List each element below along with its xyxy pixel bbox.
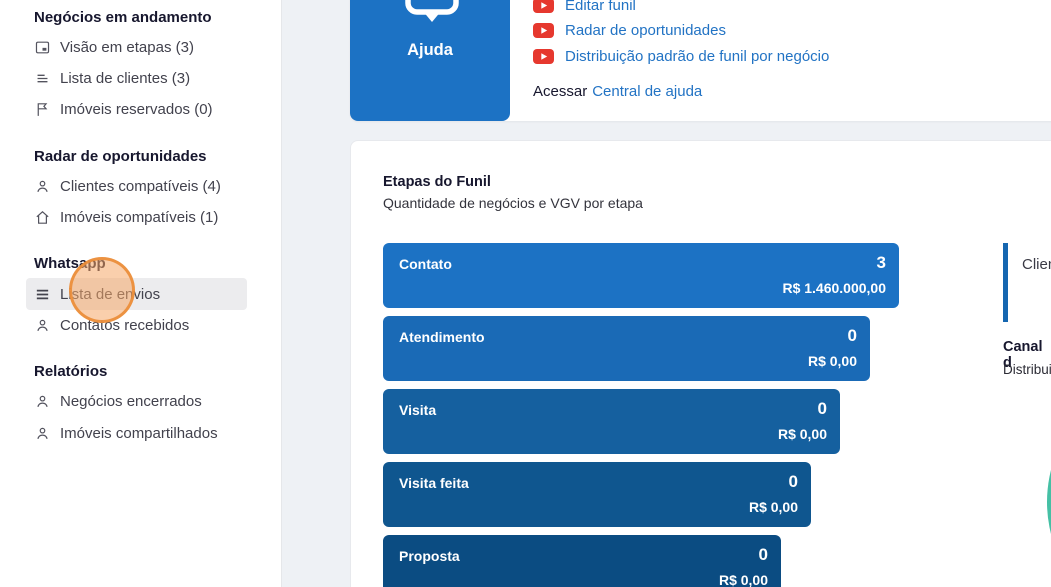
sidebar-item-label: Imóveis reservados (0) bbox=[60, 100, 213, 118]
stages-view-icon bbox=[34, 39, 51, 56]
person-icon bbox=[34, 317, 51, 334]
right-panel-section-text: Distribui bbox=[1003, 362, 1051, 377]
stage-count: 0 bbox=[758, 545, 768, 564]
youtube-icon bbox=[533, 48, 554, 64]
video-link-editar-funil[interactable]: Editar funil bbox=[533, 0, 636, 14]
sidebar: Negócios em andamento Visão em etapas (3… bbox=[0, 0, 282, 587]
sidebar-section-negocios: Negócios em andamento bbox=[34, 8, 212, 26]
right-panel-tab-clientes[interactable]: Clien bbox=[1003, 243, 1051, 322]
stage-label: Visita bbox=[399, 402, 437, 418]
funnel-title: Etapas do Funil bbox=[383, 174, 491, 190]
sidebar-item-imoveis-compartilhados[interactable]: Imóveis compartilhados bbox=[34, 422, 218, 444]
access-help-row: Acessar Central de ajuda bbox=[533, 83, 702, 100]
stage-label: Contato bbox=[399, 256, 452, 272]
central-de-ajuda-link[interactable]: Central de ajuda bbox=[592, 83, 703, 100]
sidebar-section-radar: Radar de oportunidades bbox=[34, 147, 207, 165]
sidebar-item-visao-em-etapas[interactable]: Visão em etapas (3) bbox=[34, 36, 194, 58]
sidebar-item-clientes-compativeis[interactable]: Clientes compatíveis (4) bbox=[34, 175, 221, 197]
sidebar-item-imoveis-reservados[interactable]: Imóveis reservados (0) bbox=[34, 98, 213, 120]
funnel-stage-proposta[interactable]: Proposta 0 R$ 0,00 bbox=[383, 535, 781, 587]
funnel-subtitle: Quantidade de negócios e VGV por etapa bbox=[383, 195, 643, 211]
funnel-stage-visita-feita[interactable]: Visita feita 0 R$ 0,00 bbox=[383, 462, 811, 527]
help-card-blue-panel[interactable] bbox=[350, 0, 510, 121]
video-link-radar[interactable]: Radar de oportunidades bbox=[533, 21, 726, 39]
sidebar-item-imoveis-compativeis[interactable]: Imóveis compatíveis (1) bbox=[34, 206, 218, 228]
stage-count: 0 bbox=[788, 472, 798, 491]
funnel-stage-atendimento[interactable]: Atendimento 0 R$ 0,00 bbox=[383, 316, 870, 381]
stage-vgv: R$ 0,00 bbox=[807, 353, 857, 369]
ajuda-speech-bubble-icon bbox=[405, 0, 459, 22]
video-link-label: Radar de oportunidades bbox=[565, 21, 726, 39]
sidebar-section-relatorios: Relatórios bbox=[34, 362, 108, 380]
funnel-stage-visita[interactable]: Visita 0 R$ 0,00 bbox=[383, 389, 840, 454]
sidebar-item-label: Lista de clientes (3) bbox=[60, 69, 191, 87]
chat-widget-bubble[interactable] bbox=[1047, 372, 1051, 587]
youtube-icon bbox=[533, 22, 554, 38]
person-icon bbox=[34, 178, 51, 195]
right-panel-section-title: Canal d bbox=[1003, 339, 1043, 371]
click-indicator-circle bbox=[69, 257, 135, 323]
stage-label: Atendimento bbox=[399, 329, 485, 345]
right-panel-tab-label: Clien bbox=[1022, 256, 1051, 273]
stage-label: Proposta bbox=[399, 548, 460, 564]
sidebar-item-label: Imóveis compartilhados bbox=[60, 424, 218, 442]
sidebar-item-label: Negócios encerrados bbox=[60, 392, 202, 410]
youtube-icon bbox=[533, 0, 554, 13]
video-link-distribuicao[interactable]: Distribuição padrão de funil por negócio bbox=[533, 47, 830, 65]
sidebar-item-label: Clientes compatíveis (4) bbox=[60, 177, 221, 195]
stage-label: Visita feita bbox=[399, 475, 469, 491]
stage-vgv: R$ 0,00 bbox=[718, 572, 768, 587]
sidebar-item-negocios-encerrados[interactable]: Negócios encerrados bbox=[34, 390, 202, 412]
sidebar-item-lista-de-clientes[interactable]: Lista de clientes (3) bbox=[34, 67, 190, 89]
funnel-stage-contato[interactable]: Contato 3 R$ 1.460.000,00 bbox=[383, 243, 899, 308]
access-prefix: Acessar bbox=[533, 83, 588, 100]
client-list-icon bbox=[34, 70, 51, 87]
stage-vgv: R$ 1.460.000,00 bbox=[782, 280, 886, 296]
sidebar-item-label: Contatos recebidos bbox=[60, 316, 190, 334]
stage-vgv: R$ 0,00 bbox=[748, 499, 798, 515]
flag-icon bbox=[34, 101, 51, 118]
help-card-label: Ajuda bbox=[407, 41, 453, 59]
stage-vgv: R$ 0,00 bbox=[777, 426, 827, 442]
menu-icon bbox=[34, 286, 51, 303]
person-icon bbox=[34, 425, 51, 442]
video-link-label: Editar funil bbox=[565, 0, 636, 14]
person-icon bbox=[34, 393, 51, 410]
video-link-label: Distribuição padrão de funil por negócio bbox=[565, 47, 830, 65]
sidebar-item-label: Imóveis compatíveis (1) bbox=[60, 208, 219, 226]
stage-count: 0 bbox=[817, 399, 827, 418]
sidebar-active-row-highlight bbox=[26, 278, 247, 310]
stage-count: 0 bbox=[847, 326, 857, 345]
stage-count: 3 bbox=[876, 253, 886, 272]
home-icon bbox=[34, 209, 51, 226]
sidebar-item-label: Visão em etapas (3) bbox=[60, 38, 194, 56]
